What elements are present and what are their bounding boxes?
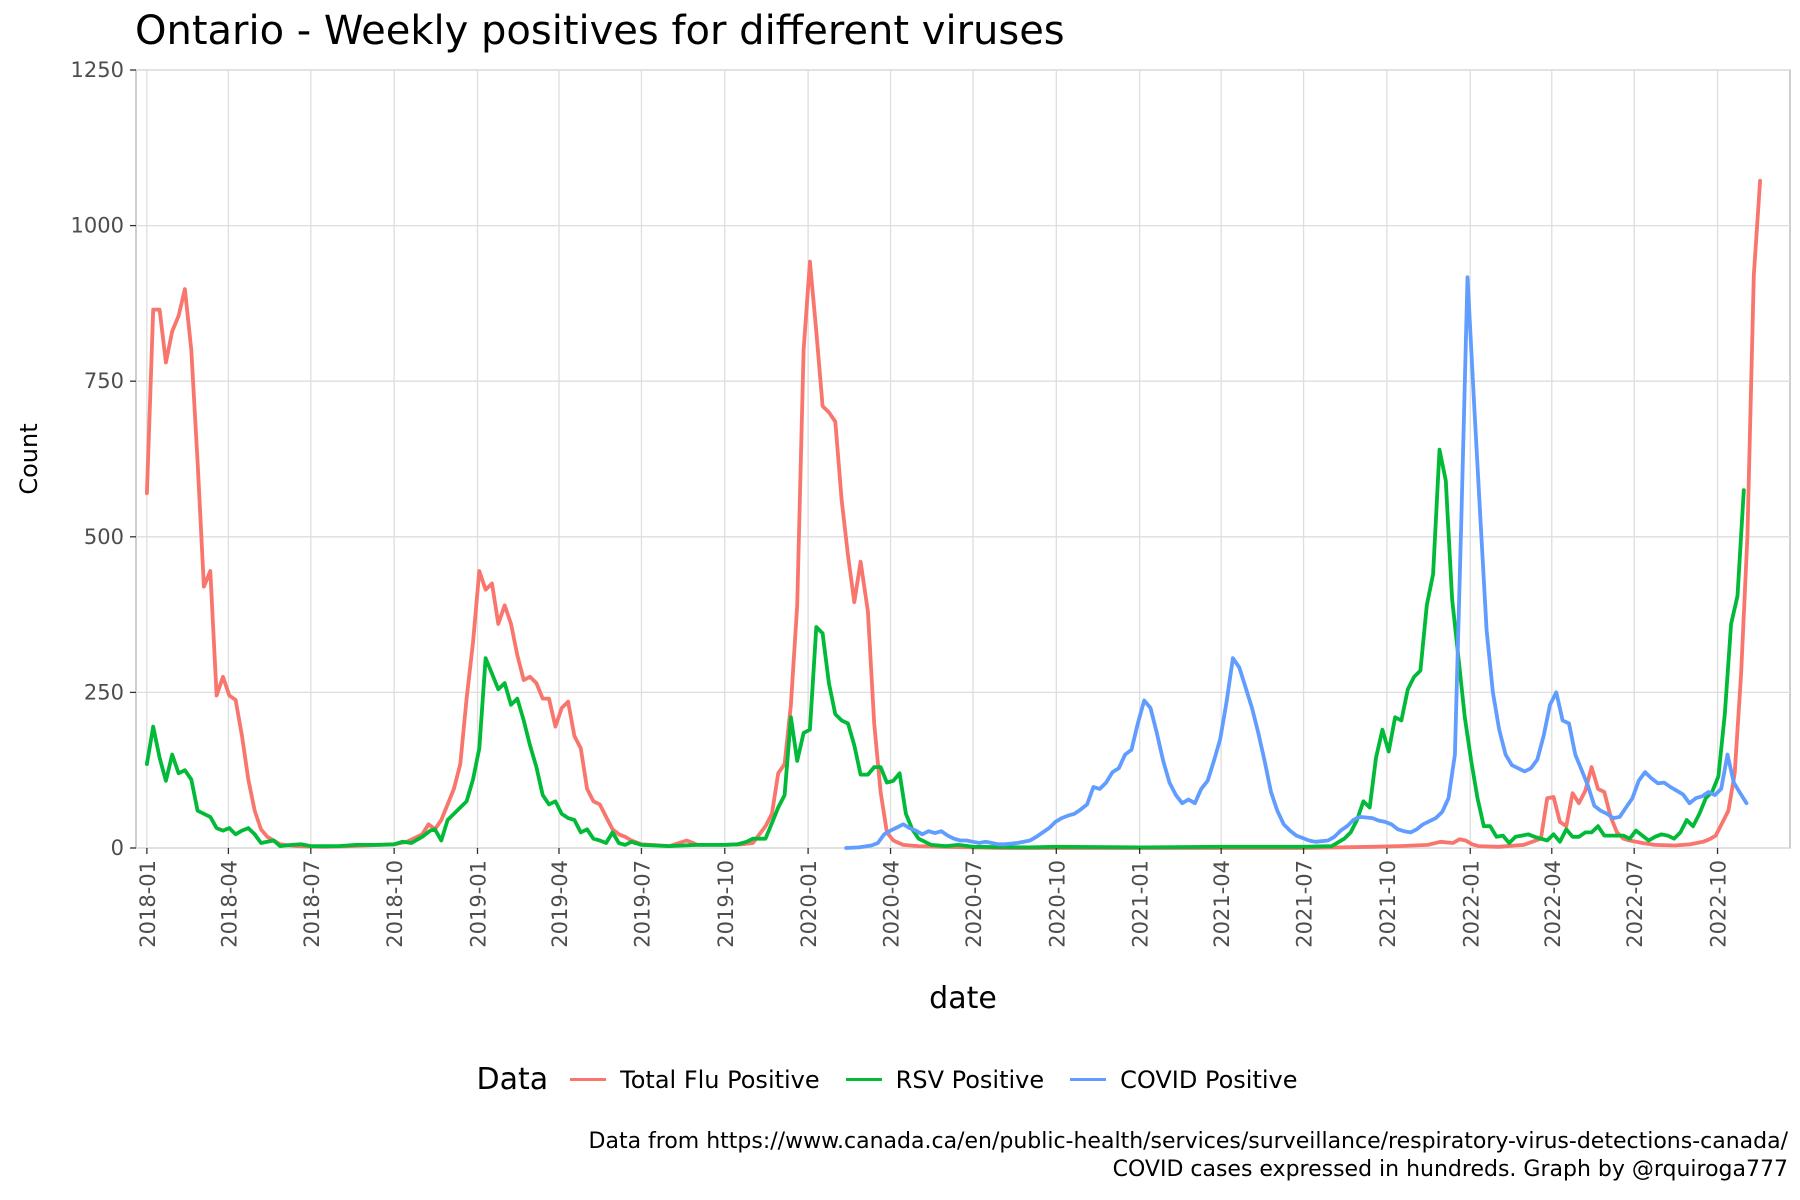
caption: Data from https://www.canada.ca/en/publi… <box>589 1128 1788 1184</box>
x-tick-label: 2019-07 <box>630 860 654 948</box>
y-tick-label: 500 <box>84 525 124 549</box>
legend-label-covid: COVID Positive <box>1120 1065 1298 1094</box>
series-lines <box>145 178 1762 850</box>
x-tick-label: 2019-04 <box>548 860 572 948</box>
legend-label-rsv: RSV Positive <box>895 1065 1045 1094</box>
y-tick-label: 250 <box>84 680 124 704</box>
y-tick-label: 750 <box>84 369 124 393</box>
legend-item-covid: COVID Positive <box>1070 1065 1298 1094</box>
x-tick-label: 2020-01 <box>797 860 821 948</box>
grid-lines <box>136 69 1790 849</box>
y-tick-label: 0 <box>111 836 124 860</box>
plot-background <box>135 69 1791 849</box>
legend-key-total-flu <box>570 1078 607 1081</box>
x-tick-label: 2022-01 <box>1459 860 1483 948</box>
caption-line-note: COVID cases expressed in hundreds. Graph… <box>1112 1157 1788 1182</box>
y-axis: 0 250 500 750 1000 1250 <box>71 58 136 860</box>
x-tick-label: 2022-04 <box>1541 860 1565 948</box>
caption-line-source: Data from https://www.canada.ca/en/publi… <box>588 1129 1788 1154</box>
x-axis: 2018-01 2018-04 2018-07 2018-10 2019-01 2019-… <box>136 848 1731 948</box>
x-tick-label: 2021-07 <box>1293 860 1317 948</box>
x-tick-label: 2022-07 <box>1623 860 1647 948</box>
x-tick-label: 2022-10 <box>1707 860 1731 948</box>
x-tick-label: 2018-01 <box>136 860 160 948</box>
x-tick-label: 2019-10 <box>714 860 738 948</box>
x-tick-label: 2019-01 <box>466 860 490 948</box>
x-tick-label: 2018-10 <box>383 860 407 948</box>
x-tick-label: 2021-01 <box>1129 860 1153 948</box>
y-axis-title: Count <box>15 423 43 494</box>
y-tick-label: 1250 <box>71 58 124 82</box>
legend-key-covid <box>1070 1078 1107 1081</box>
y-tick-label: 1000 <box>71 214 124 238</box>
legend-label-total-flu: Total Flu Positive <box>620 1065 820 1094</box>
series-line-rsv-positive <box>145 447 1746 850</box>
x-axis-title: date <box>929 981 997 1016</box>
x-tick-label: 2018-07 <box>300 860 324 948</box>
x-tick-label: 2021-04 <box>1210 860 1234 948</box>
x-tick-label: 2020-10 <box>1045 860 1069 948</box>
series-line-covid-positive <box>844 275 1749 850</box>
x-tick-label: 2020-07 <box>962 860 986 948</box>
x-tick-label: 2018-04 <box>217 860 241 948</box>
chart-title: Ontario - Weekly positives for different… <box>135 8 1065 54</box>
legend: Data Total Flu Positive RSV Positive COV… <box>0 1062 1800 1097</box>
legend-key-rsv <box>845 1078 882 1081</box>
legend-title: Data <box>476 1062 549 1097</box>
x-tick-label: 2021-10 <box>1376 860 1400 948</box>
x-tick-label: 2020-04 <box>880 860 904 948</box>
legend-item-total-flu: Total Flu Positive <box>570 1066 820 1094</box>
legend-item-rsv: RSV Positive <box>845 1065 1045 1094</box>
